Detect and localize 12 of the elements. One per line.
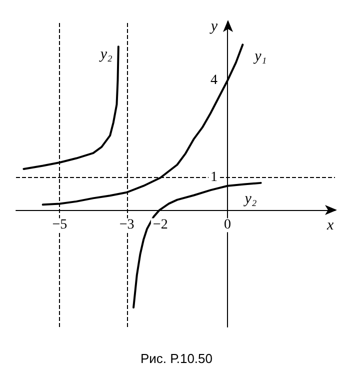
series-label: y₂ <box>242 190 257 207</box>
x-tick-label: 0 <box>224 218 232 233</box>
y-tick-label: 1 <box>210 170 218 186</box>
series-label: y₁ <box>252 48 267 65</box>
series-label: y₂ <box>98 46 112 63</box>
x-tick-label: −2 <box>152 218 168 233</box>
text: Рис. Р.10.50 <box>140 351 213 366</box>
y-tick-label: 4 <box>210 72 218 88</box>
x-axis-title: x <box>326 218 334 234</box>
y-axis-title: y <box>208 18 218 34</box>
x-tick-label: −5 <box>52 218 68 233</box>
x-tick-label: −3 <box>119 218 134 233</box>
